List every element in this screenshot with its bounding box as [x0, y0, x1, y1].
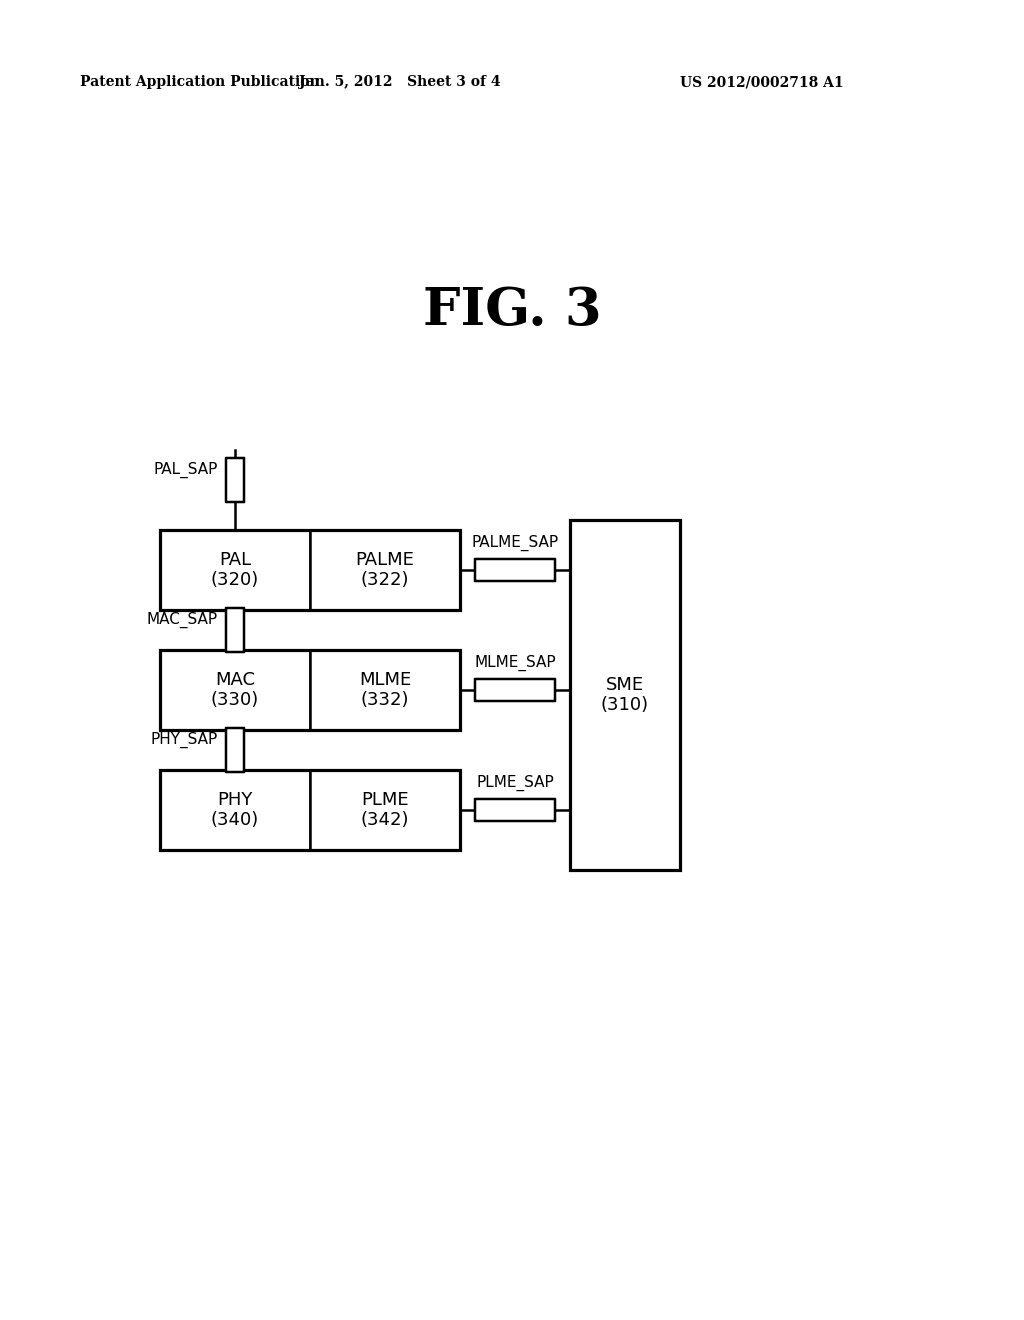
Text: PAL_SAP: PAL_SAP: [154, 462, 218, 478]
Bar: [160, 531, 460, 610]
FancyBboxPatch shape: [475, 678, 555, 701]
Bar: [310, 649, 460, 730]
Bar: [160, 531, 310, 610]
Text: PALME_SAP: PALME_SAP: [471, 535, 558, 550]
Bar: [160, 649, 310, 730]
Text: Patent Application Publication: Patent Application Publication: [80, 75, 319, 88]
Bar: [310, 531, 460, 610]
Bar: [160, 770, 460, 850]
FancyBboxPatch shape: [226, 458, 244, 502]
Text: Jan. 5, 2012   Sheet 3 of 4: Jan. 5, 2012 Sheet 3 of 4: [299, 75, 501, 88]
FancyBboxPatch shape: [475, 799, 555, 821]
Bar: [160, 770, 310, 850]
Text: PAL
(320): PAL (320): [211, 550, 259, 590]
Text: PHY_SAP: PHY_SAP: [151, 731, 218, 748]
FancyBboxPatch shape: [226, 609, 244, 652]
FancyBboxPatch shape: [226, 729, 244, 772]
FancyBboxPatch shape: [475, 558, 555, 581]
Text: MAC_SAP: MAC_SAP: [146, 612, 218, 628]
Bar: [570, 520, 680, 870]
Text: US 2012/0002718 A1: US 2012/0002718 A1: [680, 75, 844, 88]
Bar: [310, 770, 460, 850]
Text: MAC
(330): MAC (330): [211, 671, 259, 709]
Text: PALME
(322): PALME (322): [355, 550, 415, 590]
Text: MLME_SAP: MLME_SAP: [474, 655, 556, 671]
Text: PLME
(342): PLME (342): [360, 791, 410, 829]
Text: PHY
(340): PHY (340): [211, 791, 259, 829]
Text: SME
(310): SME (310): [601, 676, 649, 714]
Text: PLME_SAP: PLME_SAP: [476, 775, 554, 791]
Text: MLME
(332): MLME (332): [358, 671, 411, 709]
Text: FIG. 3: FIG. 3: [423, 285, 601, 335]
Bar: [160, 649, 460, 730]
